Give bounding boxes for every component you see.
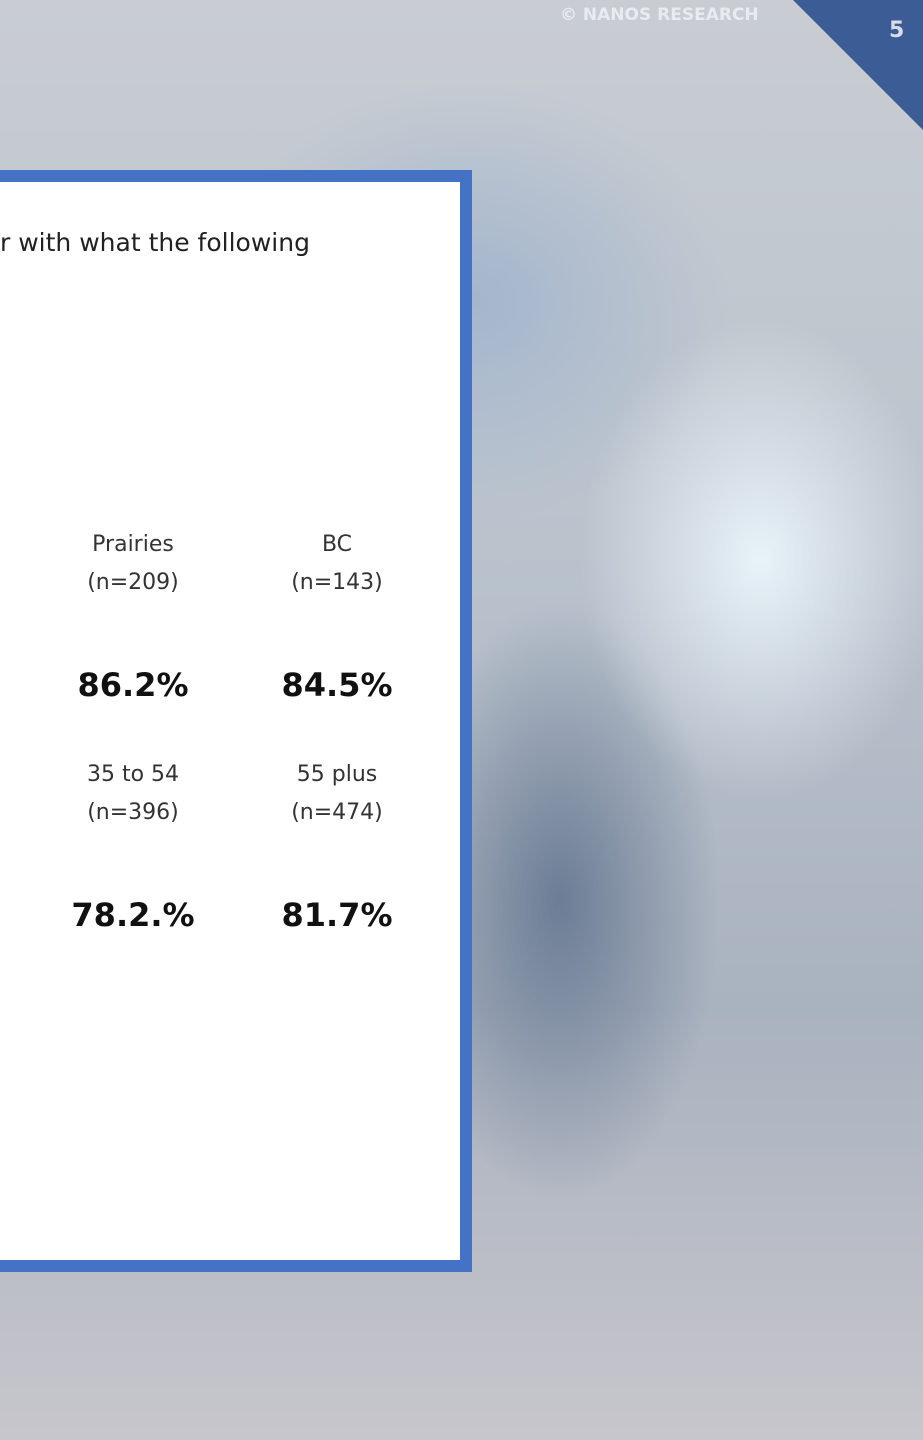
sample-size: (n=474) xyxy=(291,800,383,825)
column-label: Prairies xyxy=(92,532,174,557)
corner-triangle xyxy=(793,0,923,130)
page-number: 5 xyxy=(889,18,905,43)
percentage: 78.2.% xyxy=(71,896,195,934)
sample-size: (n=209) xyxy=(87,570,179,595)
sample-size: (n=143) xyxy=(291,570,383,595)
percentage: 81.7% xyxy=(281,896,393,934)
percentage: 84.5% xyxy=(281,666,393,704)
column-label: BC xyxy=(321,532,353,557)
column-label: 55 plus xyxy=(296,762,378,787)
question-text: r with what the following xyxy=(0,228,310,257)
copyright: © NANOS RESEARCH xyxy=(560,5,759,25)
column-label: 35 to 54 xyxy=(86,762,180,787)
percentage: 86.2% xyxy=(77,666,189,704)
sample-size: (n=396) xyxy=(87,800,179,825)
content-box xyxy=(0,170,472,1272)
